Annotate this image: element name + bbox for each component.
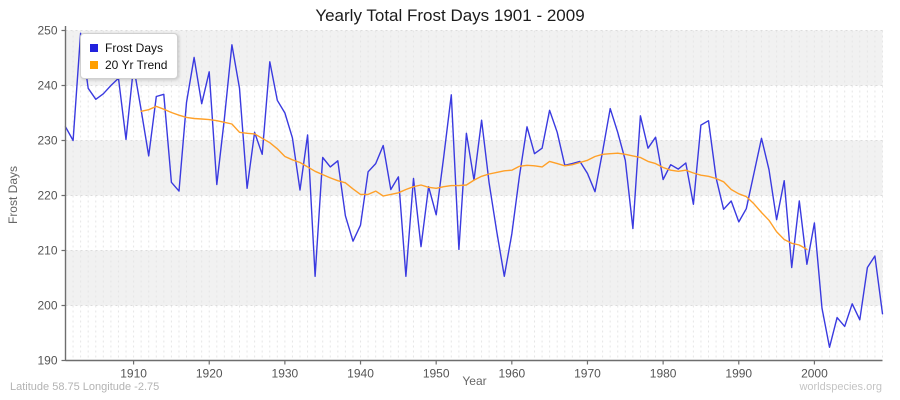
y-tick-label: 250 [37, 24, 57, 38]
y-tick-label: 200 [37, 299, 57, 313]
legend-item-frost-days[interactable]: Frost Days [90, 39, 167, 56]
x-tick-label: 1910 [120, 367, 147, 381]
x-tick-label: 1930 [272, 367, 299, 381]
legend-label: 20 Yr Trend [105, 57, 168, 72]
y-tick-label: 220 [37, 189, 57, 203]
frost-days-swatch-icon [90, 43, 98, 52]
x-tick-label: 2000 [801, 367, 828, 381]
x-tick-label: 1920 [196, 367, 223, 381]
y-tick-label: 230 [37, 134, 57, 148]
x-tick-label: 1990 [725, 367, 752, 381]
legend-item-20yr-trend[interactable]: 20 Yr Trend [90, 56, 167, 73]
x-tick-label: 1960 [498, 367, 525, 381]
y-tick-label: 240 [37, 79, 57, 93]
y-tick-label: 190 [37, 354, 57, 368]
chart-title: Yearly Total Frost Days 1901 - 2009 [315, 6, 585, 25]
legend-label: Frost Days [105, 40, 164, 55]
trend-swatch-icon [90, 60, 98, 69]
site-credit-link[interactable]: worldspecies.org [799, 381, 882, 393]
x-tick-label: 1940 [347, 367, 374, 381]
x-tick-label: 1980 [650, 367, 677, 381]
y-axis-label: Frost Days [6, 166, 20, 225]
legend: Frost Days 20 Yr Trend [80, 33, 179, 79]
x-tick-label: 1950 [423, 367, 450, 381]
trend-line [140, 105, 808, 251]
x-axis-label: Year [462, 374, 487, 388]
x-tick-label: 1970 [574, 367, 601, 381]
y-tick-label: 210 [37, 244, 57, 258]
coordinates-caption: Latitude 58.75 Longitude -2.75 [10, 381, 160, 393]
